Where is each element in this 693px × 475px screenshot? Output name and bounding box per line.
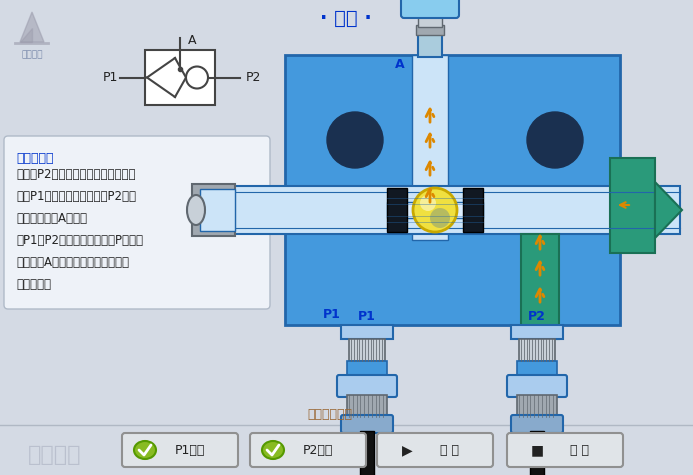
Ellipse shape [187,195,205,225]
Ellipse shape [327,112,383,168]
Text: 机工教育: 机工教育 [28,445,82,465]
Text: 自动关闭。: 自动关闭。 [16,278,51,291]
Bar [192,184,235,236]
Text: ■: ■ [530,443,543,457]
Ellipse shape [134,441,156,459]
Circle shape [413,188,457,232]
FancyBboxPatch shape [377,433,493,467]
Polygon shape [20,28,32,42]
Bar [349,339,385,361]
Bar [387,188,407,232]
Text: 通路P1被关闭，于是气体从P2进入: 通路P1被关闭，于是气体从P2进入 [16,190,136,203]
Bar [347,395,387,417]
Text: P2进气: P2进气 [303,444,333,456]
Bar [517,361,557,377]
Ellipse shape [527,112,583,168]
Bar [530,431,544,475]
FancyBboxPatch shape [337,375,397,397]
Bar [610,158,655,253]
FancyBboxPatch shape [4,136,270,309]
Bar [412,55,448,240]
Text: P1: P1 [358,310,376,323]
Text: 压力高，A就与哪端相通，另一端就: 压力高，A就与哪端相通，另一端就 [16,256,129,269]
FancyBboxPatch shape [507,375,567,397]
FancyBboxPatch shape [507,433,623,467]
FancyBboxPatch shape [122,433,238,467]
Bar [347,361,387,377]
Text: 阀芊向左移动: 阀芊向左移动 [308,408,353,421]
Bar [463,188,483,232]
Text: P1进气: P1进气 [175,444,205,456]
Bar [416,25,444,35]
FancyBboxPatch shape [341,415,393,433]
Bar [145,50,215,105]
Bar [360,431,374,475]
Text: 达岸教育: 达岸教育 [21,50,43,59]
Bar [521,234,559,339]
FancyBboxPatch shape [250,433,366,467]
Text: 播 放: 播 放 [439,444,459,456]
Bar [418,15,442,27]
Text: 当通道P2进气时，将阀芊推向左边，: 当通道P2进气时，将阀芊推向左边， [16,168,136,181]
Bar [387,202,483,218]
Text: · 梭阀 ·: · 梭阀 · [320,9,372,28]
Text: P1: P1 [103,71,118,84]
Bar [285,55,620,325]
Bar [230,186,680,234]
Text: ▶: ▶ [402,443,412,457]
Text: P2: P2 [245,71,261,84]
Text: P2: P2 [528,310,546,323]
Bar [517,395,557,417]
Text: 当P1、P2同时进气时，哪端P气体的: 当P1、P2同时进气时，哪端P气体的 [16,234,143,247]
Polygon shape [20,12,44,42]
Text: A: A [395,58,405,72]
Text: 阀体，从通道A流出。: 阀体，从通道A流出。 [16,212,87,225]
Bar [519,339,555,361]
Bar [341,325,393,339]
Text: 功能说明：: 功能说明： [16,152,53,165]
Circle shape [430,208,450,228]
Text: A: A [188,34,197,47]
Ellipse shape [262,441,284,459]
Bar [418,33,442,57]
Circle shape [186,66,208,88]
Text: 复 位: 复 位 [570,444,588,456]
Bar [200,189,235,231]
FancyBboxPatch shape [511,415,563,433]
Text: P1: P1 [323,308,341,321]
FancyBboxPatch shape [401,0,459,18]
Circle shape [420,195,436,211]
Bar [511,325,563,339]
Polygon shape [655,182,682,238]
